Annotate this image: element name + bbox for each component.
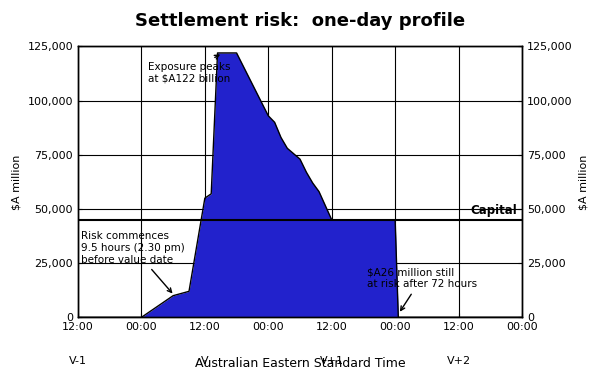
Text: V-1: V-1: [69, 356, 87, 366]
Text: V+1: V+1: [320, 356, 344, 366]
Text: V+2: V+2: [446, 356, 470, 366]
X-axis label: Australian Eastern Standard Time: Australian Eastern Standard Time: [194, 357, 406, 370]
Text: Settlement risk:  one-day profile: Settlement risk: one-day profile: [135, 12, 465, 30]
Text: Exposure peaks
at $A122 billion: Exposure peaks at $A122 billion: [148, 55, 230, 83]
Text: $A26 million still
at risk after 72 hours: $A26 million still at risk after 72 hour…: [367, 267, 477, 310]
Text: Risk commences
9.5 hours (2.30 pm)
before value date: Risk commences 9.5 hours (2.30 pm) befor…: [81, 231, 185, 293]
Y-axis label: $A million: $A million: [578, 154, 588, 210]
Text: Capital: Capital: [470, 204, 517, 217]
Y-axis label: $A million: $A million: [12, 154, 22, 210]
Text: V: V: [201, 356, 209, 366]
